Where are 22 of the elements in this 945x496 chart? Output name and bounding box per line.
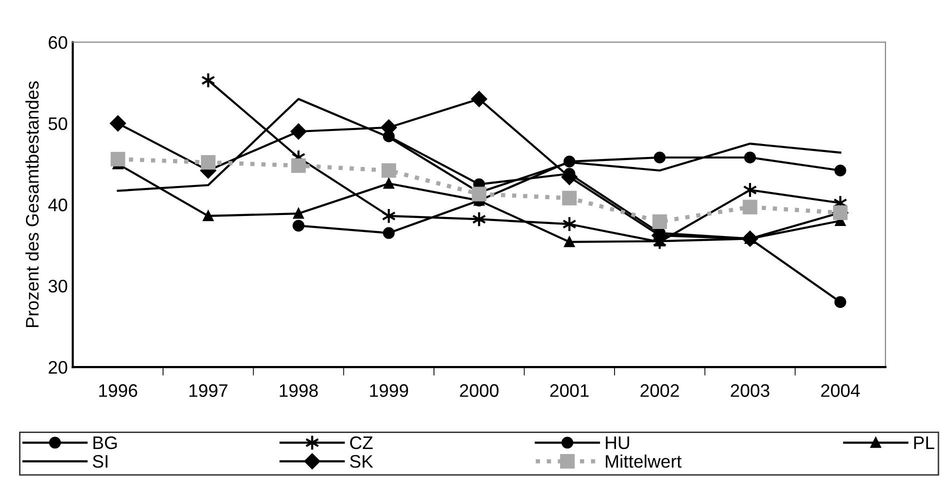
- x-tick-label: 2000: [460, 384, 498, 397]
- y-tick-label: 20: [48, 360, 68, 374]
- x-tick-label: 2003: [730, 384, 770, 397]
- x-tick-label: 1997: [190, 384, 228, 397]
- y-tick-label: 40: [48, 198, 68, 212]
- legend-label: HU: [606, 436, 630, 450]
- legend-label: BG: [93, 436, 117, 450]
- x-tick-label: 1998: [280, 384, 318, 397]
- y-tick-label: 50: [48, 117, 68, 130]
- legend-label: SK: [350, 455, 374, 468]
- y-axis-title: Prozent des Gesamtbestandes: [25, 81, 39, 328]
- legend-label: SI: [92, 455, 108, 468]
- x-tick-label: 2001: [550, 384, 589, 397]
- y-tick-label: 60: [48, 36, 68, 49]
- legend-label: Mittelwert: [606, 454, 682, 468]
- x-tick-label: 2002: [640, 384, 679, 397]
- x-tick-label: 1999: [370, 384, 408, 397]
- legend-label: CZ: [350, 436, 373, 450]
- x-tick-label: 2004: [821, 384, 860, 397]
- y-tick-label: 30: [48, 280, 68, 293]
- x-tick-label: 1996: [99, 384, 138, 397]
- legend-label: PL: [914, 436, 934, 449]
